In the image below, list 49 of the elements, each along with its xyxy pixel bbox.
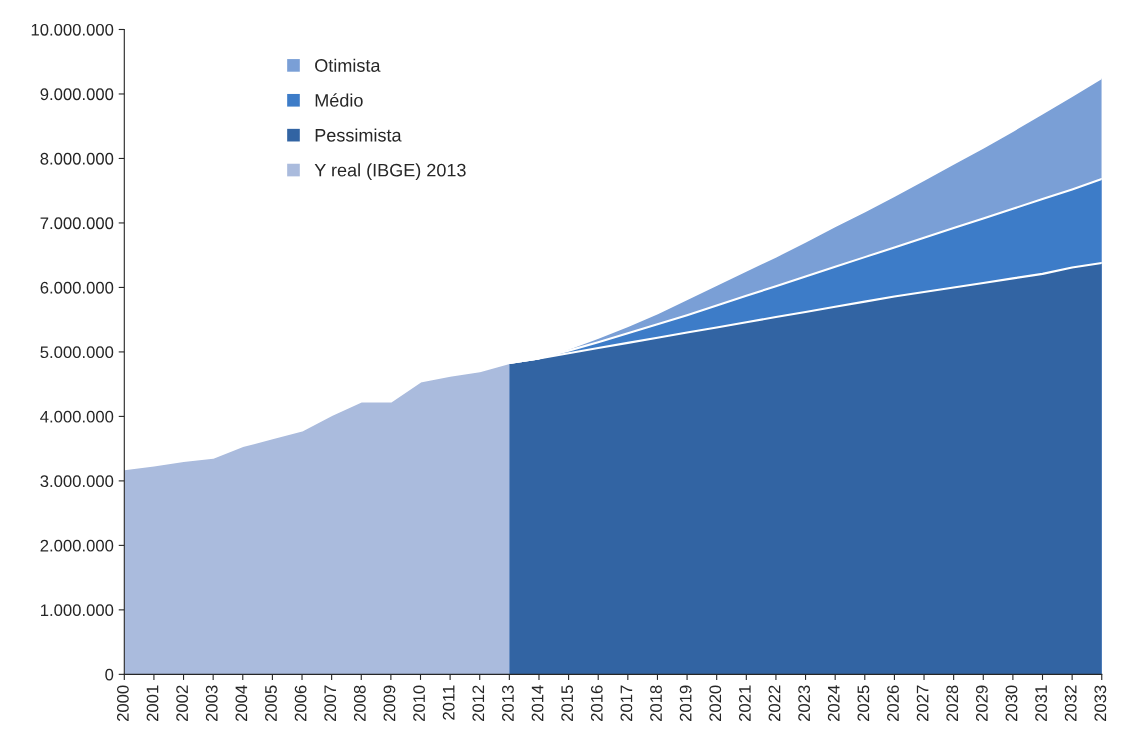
- x-tick-label: 2013: [502, 685, 514, 722]
- x-tick-label: 2026: [887, 685, 899, 722]
- x-tick-label: 2009: [383, 685, 396, 722]
- x-tick-label: 2016: [590, 685, 603, 722]
- x-tick-label: 2001: [146, 685, 159, 722]
- x-tick-label: 2025: [857, 685, 870, 722]
- x-tick-label: 2011: [442, 685, 455, 720]
- y-tick-label: 4.000.000: [40, 410, 114, 423]
- y-tick-label: 6.000.000: [40, 281, 114, 294]
- x-tick-label: 2022: [768, 685, 781, 722]
- y-tick-label: 0: [105, 668, 114, 681]
- y-tick-label: 2.000.000: [40, 539, 114, 552]
- x-tick-label: 2021: [738, 685, 751, 722]
- x-tick-label: 2002: [176, 685, 189, 722]
- x-tick-label: 2007: [324, 685, 337, 722]
- x-tick-label: 2005: [265, 685, 277, 722]
- x-tick-label: 2024: [827, 685, 840, 722]
- x-tick-label: 2031: [1035, 685, 1047, 722]
- x-tick-label: 2015: [561, 685, 574, 722]
- y-tick-label: 9.000.000: [40, 88, 114, 101]
- x-tick-label: 2018: [650, 685, 662, 722]
- x-tick-label: 2003: [205, 685, 218, 722]
- x-tick-label: 2017: [620, 685, 633, 722]
- x-tick-label: 2030: [1005, 685, 1018, 722]
- y-tick-label: 5.000.000: [40, 346, 114, 359]
- x-tick-label: 2032: [1064, 685, 1077, 722]
- x-tick-label: 2000: [116, 685, 129, 722]
- x-tick-label: 2006: [294, 685, 307, 722]
- y-tick-label: 3.000.000: [40, 475, 114, 488]
- x-tick-label: 2029: [975, 685, 988, 722]
- legend-label: Médio: [315, 93, 363, 107]
- x-tick-label: 2008: [353, 685, 366, 722]
- x-tick-label: 2012: [472, 685, 485, 722]
- y-tick-label: 10.000.000: [31, 23, 114, 36]
- legend-label: Pessimista: [315, 128, 402, 142]
- x-tick-label: 2027: [916, 685, 929, 722]
- x-tick-label: 2033: [1094, 685, 1107, 722]
- legend-label: Y real (IBGE) 2013: [314, 163, 466, 181]
- x-tick-label: 2014: [531, 685, 544, 722]
- x-tick-label: 2028: [946, 685, 959, 722]
- legend-label: Otimista: [315, 58, 381, 72]
- x-tick-label: 2004: [235, 685, 248, 722]
- x-tick-label: 2023: [798, 685, 811, 722]
- y-tick-label: 1.000.000: [41, 604, 114, 617]
- y-tick-label: 7.000.000: [40, 217, 114, 230]
- x-tick-label: 2010: [413, 685, 425, 722]
- x-tick-label: 2020: [709, 685, 722, 722]
- x-tick-label: 2019: [679, 685, 692, 722]
- y-tick-label: 8.000.000: [40, 152, 114, 165]
